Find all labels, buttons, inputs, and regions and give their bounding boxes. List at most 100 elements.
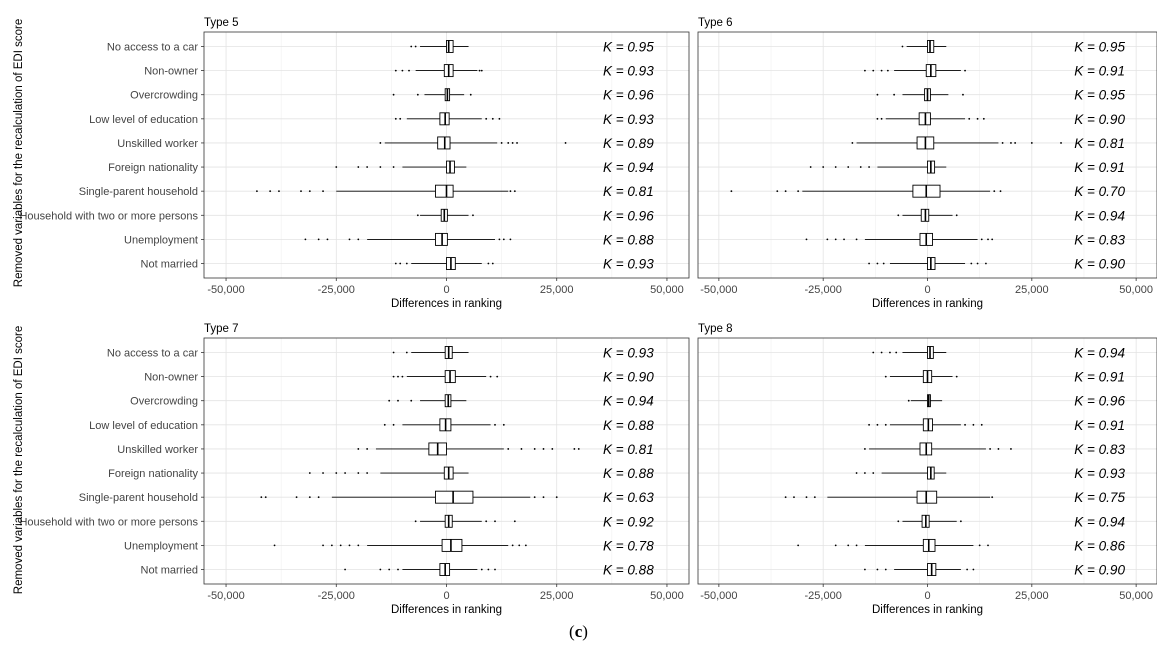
outlier-point (1014, 142, 1017, 144)
kappa-label: K = 0.63 (603, 490, 654, 505)
outlier-point (494, 568, 496, 571)
outlier-point (401, 375, 404, 378)
x-tick-label: 0 (924, 590, 930, 602)
box (437, 136, 451, 150)
outlier-point (511, 142, 514, 144)
row-label: Unskilled worker (117, 444, 198, 456)
outlier-point (394, 69, 397, 72)
outlier-point (322, 544, 324, 547)
outlier-point (805, 496, 808, 499)
kappa-label: K = 0.91 (1074, 160, 1125, 175)
outlier-point (487, 262, 490, 265)
kappa-label: K = 0.86 (1074, 538, 1125, 553)
x-tick-label: 0 (443, 284, 449, 296)
kappa-label: K = 0.81 (603, 184, 654, 199)
outlier-point (485, 117, 488, 120)
outlier-point (826, 238, 829, 241)
kappa-label: K = 0.90 (1074, 257, 1125, 272)
boxplot-figure: Type 5 No access to a car K = 0.95 Non-owne… (13, 17, 1157, 616)
outlier-point (339, 544, 342, 547)
outlier-point (847, 166, 850, 168)
outlier-point (264, 496, 267, 499)
caption-letter: c (574, 622, 583, 641)
outlier-point (876, 262, 879, 265)
outlier-point (414, 45, 417, 48)
outlier-point (809, 166, 812, 168)
kappa-label: K = 0.89 (603, 136, 654, 151)
outlier-point (1030, 142, 1033, 144)
outlier-point (509, 238, 512, 241)
outlier-point (893, 93, 896, 96)
outlier-point (401, 69, 404, 72)
outlier-point (304, 238, 307, 241)
x-tick-label: 0 (443, 590, 449, 602)
outlier-point (864, 448, 866, 450)
outlier-point (533, 448, 536, 450)
outlier-point (394, 262, 397, 265)
outlier-point (868, 423, 870, 426)
outlier-point (895, 351, 898, 354)
kappa-label: K = 0.93 (1074, 466, 1125, 481)
outlier-point (498, 117, 501, 120)
outlier-point (487, 568, 490, 571)
outlier-point (300, 190, 302, 193)
outlier-point (397, 568, 399, 571)
outlier-point (394, 117, 397, 120)
outlier-point (577, 448, 580, 450)
outlier-point (959, 520, 962, 523)
outlier-point (982, 117, 985, 120)
outlier-point (392, 375, 395, 378)
outlier-point (859, 166, 862, 168)
outlier-point (469, 93, 472, 96)
outlier-point (805, 238, 808, 241)
outlier-point (480, 69, 483, 72)
outlier-point (855, 544, 858, 547)
outlier-point (864, 568, 866, 571)
outlier-point (416, 93, 419, 96)
outlier-point (797, 544, 800, 547)
x-tick-label: 50,000 (1119, 284, 1153, 296)
outlier-point (855, 238, 858, 241)
outlier-point (872, 69, 875, 72)
outlier-point (399, 262, 402, 265)
outlier-point (976, 262, 979, 265)
x-tick-label: -25,000 (318, 284, 355, 296)
outlier-point (880, 69, 883, 72)
x-tick-label: 25,000 (1015, 590, 1049, 602)
outlier-point (485, 520, 488, 523)
outlier-point (897, 520, 900, 523)
outlier-point (335, 166, 338, 168)
panel-title: Type 5 (204, 17, 239, 29)
outlier-point (260, 496, 263, 499)
outlier-point (886, 69, 889, 72)
outlier-point (872, 472, 875, 474)
outlier-point (344, 472, 346, 474)
outlier-point (348, 544, 351, 547)
x-axis-label: Differences in ranking (872, 298, 983, 310)
kappa-label: K = 0.94 (1074, 208, 1125, 223)
outlier-point (813, 496, 816, 499)
outlier-point (357, 448, 360, 450)
kappa-label: K = 0.75 (1074, 490, 1125, 505)
outlier-point (985, 262, 987, 265)
outlier-point (876, 568, 879, 571)
outlier-point (392, 93, 395, 96)
outlier-point (882, 262, 885, 265)
panel-title: Type 7 (204, 323, 239, 335)
kappa-label: K = 0.95 (1074, 88, 1125, 103)
outlier-point (868, 166, 870, 168)
outlier-point (1010, 448, 1012, 450)
outlier-point (335, 472, 338, 474)
kappa-label: K = 0.83 (1074, 232, 1125, 247)
row-label: Unskilled worker (117, 138, 198, 150)
outlier-point (392, 351, 395, 354)
row-label: Overcrowding (130, 90, 198, 102)
outlier-point (366, 166, 369, 168)
outlier-point (408, 69, 410, 72)
row-label: Not married (141, 259, 198, 271)
outlier-point (516, 142, 518, 144)
outlier-point (496, 375, 499, 378)
kappa-label: K = 0.94 (1074, 345, 1125, 360)
outlier-point (880, 117, 883, 120)
outlier-point (897, 214, 900, 217)
